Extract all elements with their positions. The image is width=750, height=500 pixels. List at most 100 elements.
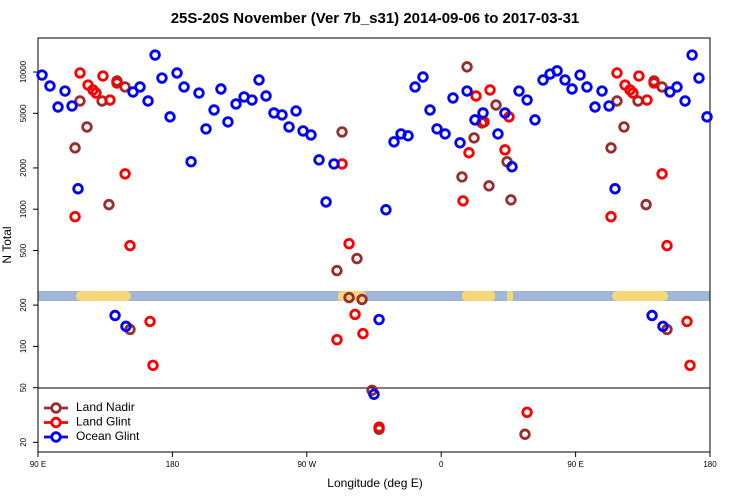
point [120, 320, 132, 333]
point [468, 132, 480, 144]
legend-marker [50, 431, 62, 443]
point [519, 428, 531, 440]
point [469, 114, 481, 126]
point [470, 90, 482, 102]
point [506, 161, 518, 173]
y-tick-label: 20 [19, 437, 28, 446]
point [260, 90, 272, 102]
point [103, 198, 115, 211]
point [230, 98, 242, 110]
point [111, 77, 123, 89]
point [388, 136, 400, 148]
x-tick-label: 90 E [567, 460, 583, 469]
point [81, 121, 93, 133]
point [521, 94, 533, 106]
point [681, 315, 693, 328]
point [409, 81, 421, 93]
point [331, 264, 343, 277]
point [447, 92, 459, 104]
y-tick-label: 500 [19, 243, 28, 257]
point [144, 315, 156, 328]
point [609, 183, 621, 195]
point [331, 333, 343, 346]
point [97, 70, 109, 82]
y-tick-label: 200 [19, 298, 28, 312]
point [521, 406, 533, 418]
point [276, 109, 288, 121]
point [44, 80, 56, 92]
point [605, 211, 617, 223]
point [461, 61, 473, 73]
y-axis-label: N Total [0, 226, 14, 263]
map-strip [38, 291, 710, 301]
point [320, 196, 332, 208]
point [74, 67, 86, 79]
point [701, 111, 713, 123]
y-tick-label: 2000 [19, 158, 28, 176]
point [490, 99, 502, 111]
point [328, 158, 340, 170]
legend-label: Land Glint [76, 415, 131, 429]
point [574, 69, 586, 81]
point [483, 180, 495, 192]
point [454, 137, 466, 149]
point [185, 156, 197, 168]
point [222, 116, 234, 128]
point [559, 74, 571, 86]
point [290, 105, 302, 117]
x-tick-label: 90 W [297, 460, 316, 469]
point [149, 49, 161, 61]
plot-frame [37, 37, 711, 453]
y-tick-label: 100 [19, 339, 28, 353]
point [605, 142, 617, 154]
point [90, 87, 102, 99]
point [59, 85, 71, 97]
point [456, 171, 468, 183]
point [357, 327, 369, 340]
point [641, 94, 653, 106]
point [693, 72, 705, 84]
y-tick-label: 1000 [19, 200, 28, 218]
point [529, 114, 541, 126]
point [368, 388, 380, 400]
point [499, 107, 511, 119]
point [618, 121, 630, 133]
point [646, 309, 658, 322]
legend-label: Ocean Glint [76, 429, 140, 443]
y-tick-label: 5000 [19, 104, 28, 122]
point [603, 100, 615, 112]
point [402, 130, 414, 142]
point [656, 168, 668, 180]
point [380, 204, 392, 216]
point [640, 198, 652, 211]
point [686, 49, 698, 61]
point [492, 128, 504, 140]
point [124, 239, 136, 252]
point [343, 291, 355, 304]
point [566, 83, 578, 95]
point [349, 308, 361, 321]
point [74, 95, 86, 107]
point [104, 94, 116, 106]
point [648, 77, 660, 89]
point [417, 71, 429, 83]
point [164, 111, 176, 123]
point [119, 168, 131, 180]
point [484, 84, 496, 96]
point [178, 81, 190, 93]
point [457, 195, 469, 207]
x-tick-label: 90 E [30, 460, 46, 469]
point [147, 359, 159, 372]
y-tick-label: 10000 [19, 60, 28, 83]
point [193, 87, 205, 99]
point [424, 104, 436, 116]
point [52, 101, 64, 113]
point [661, 239, 673, 252]
point [463, 147, 475, 159]
point [208, 104, 220, 116]
point [551, 65, 563, 77]
point [200, 123, 212, 135]
point [611, 95, 623, 107]
legend-marker [50, 416, 62, 429]
point [431, 123, 443, 135]
